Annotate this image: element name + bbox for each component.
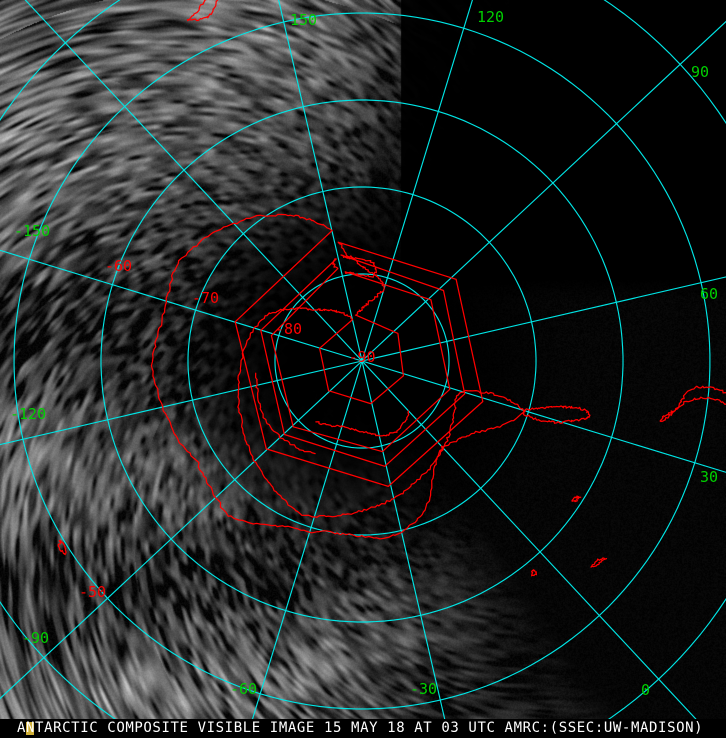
meridian-90 — [0, 360, 363, 446]
meridian--90 — [361, 276, 726, 362]
longitude-label-0: 0 — [641, 681, 650, 699]
coastline-island-b — [571, 495, 582, 503]
meridian--120 — [361, 20, 726, 362]
longitude-label-150: 150 — [290, 11, 317, 29]
coastline-south-america — [659, 385, 726, 423]
meridian-30 — [251, 360, 363, 720]
longitude-label--150: -150 — [14, 222, 50, 240]
caption-text: ANTARCTIC COMPOSITE VISIBLE IMAGE 15 MAY… — [17, 720, 704, 736]
longitude-labels: 150 120 90 60 30 0 -30 -60 -90 -120 -150 — [10, 8, 718, 699]
coastline-inland-contour-2 — [254, 372, 316, 455]
longitude-label-90: 90 — [691, 63, 709, 81]
map-overlay: 150 120 90 60 30 0 -30 -60 -90 -120 -150 -50 -60 -70… — [0, 0, 726, 720]
longitude-label--60: -60 — [230, 680, 257, 698]
coastline-peninsula — [522, 405, 591, 424]
longitude-label-30: 30 — [700, 468, 718, 486]
meridian--60 — [361, 360, 726, 473]
longitude-label--90: -90 — [22, 629, 49, 647]
meridian-0 — [361, 360, 446, 720]
coastline-island-c — [530, 569, 538, 577]
caption-bar: ANTARCTIC COMPOSITE VISIBLE IMAGE 15 MAY… — [0, 719, 726, 738]
meridian--180 — [278, 0, 363, 362]
latitude-labels: -50 -60 -70 -80 -90 — [79, 257, 376, 601]
latitude-label--80: -80 — [275, 320, 302, 338]
text-cursor-highlight — [26, 722, 34, 735]
coastline-ross-ice-shelf — [260, 254, 466, 467]
coastline-island-a — [590, 557, 608, 568]
graticule-grid — [0, 0, 726, 720]
meridian-60 — [0, 360, 363, 700]
latitude-label--70: -70 — [192, 289, 219, 307]
meridian--30 — [361, 360, 698, 720]
meridian-150 — [24, 0, 363, 362]
coastline-mainland — [150, 213, 526, 540]
latitude-label--60: -60 — [105, 257, 132, 275]
longitude-label--120: -120 — [10, 405, 46, 423]
coastline-inland-contour-1 — [315, 410, 410, 437]
longitude-label-120: 120 — [477, 8, 504, 26]
coastline-new-zealand — [186, 0, 219, 22]
meridian--150 — [361, 0, 474, 362]
antarctica-coastline — [57, 0, 726, 577]
latitude-label--50: -50 — [79, 583, 106, 601]
longitude-label--30: -30 — [410, 680, 437, 698]
latitude-label--90: -90 — [348, 348, 375, 366]
meridian-120 — [0, 249, 363, 362]
longitude-label-60: 60 — [700, 285, 718, 303]
coastline-island-d — [57, 540, 67, 556]
